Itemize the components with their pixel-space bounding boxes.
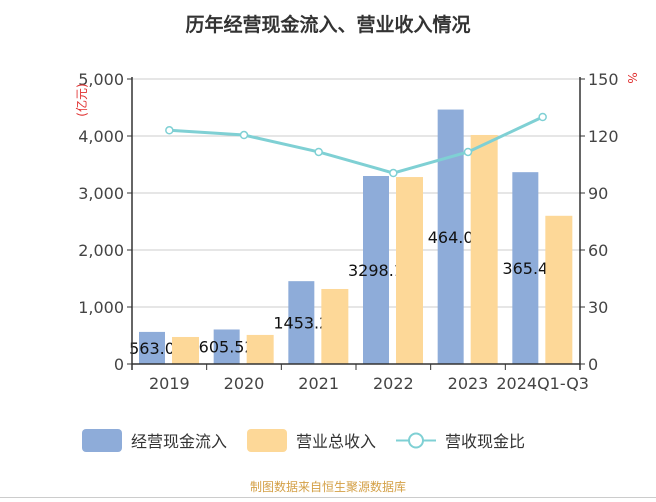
divider bbox=[0, 497, 656, 498]
x-tick-label: 2023 bbox=[448, 374, 489, 393]
line-circle-icon bbox=[396, 432, 437, 448]
y-left-unit: (亿元) bbox=[74, 83, 89, 116]
line-point bbox=[389, 168, 398, 178]
legend: 经营现金流入 营业总收入 营收现金比 bbox=[82, 428, 545, 452]
y-left-tick-label: 4,000 bbox=[78, 127, 124, 146]
x-tick-label: 2024Q1-Q3 bbox=[496, 374, 589, 393]
bar-revenue bbox=[470, 134, 498, 364]
x-tick-label: 2019 bbox=[149, 374, 190, 393]
y-left-tick-label: 1,000 bbox=[78, 298, 124, 317]
bar-revenue bbox=[321, 288, 349, 364]
y-right-unit: % bbox=[625, 72, 639, 83]
bar-revenue bbox=[246, 334, 274, 364]
y-right-tick-label: 150 bbox=[588, 70, 619, 89]
legend-swatch bbox=[82, 428, 122, 452]
y-right-tick-label: 60 bbox=[588, 241, 608, 260]
data-label: 464.0 bbox=[428, 228, 474, 247]
bar-cash-inflow bbox=[437, 109, 464, 364]
legend-swatch bbox=[247, 428, 288, 452]
chart-plot: 0 1,000 2,000 3,000 4,000 5,000 0 30 60 90 120 150 (… bbox=[74, 70, 639, 393]
y-left-tick-label: 2,000 bbox=[78, 241, 124, 260]
legend-label: 营收现金比 bbox=[445, 432, 526, 451]
source-footer: 制图数据来自恒生聚源数据库 bbox=[249, 480, 406, 494]
line-point bbox=[463, 147, 473, 157]
line-point bbox=[314, 147, 323, 157]
x-tick-label: 2021 bbox=[298, 374, 339, 393]
y-right-tick-label: 0 bbox=[588, 355, 598, 374]
bar-cash-inflow bbox=[288, 281, 315, 364]
chart-title: 历年经营现金流入、营业收入情况 bbox=[185, 14, 471, 36]
data-label: 605.52 bbox=[199, 338, 255, 357]
data-label: 3298.1 bbox=[348, 261, 404, 280]
bar-cash-inflow bbox=[213, 329, 240, 364]
bar-revenue bbox=[396, 177, 423, 364]
y-left-tick-label: 3,000 bbox=[78, 184, 124, 203]
y-left-tick-label: 0 bbox=[114, 355, 124, 374]
line-ratio bbox=[169, 115, 544, 175]
x-tick-label: 2020 bbox=[224, 374, 265, 393]
legend-item-revenue[interactable]: 营业总收入 bbox=[247, 428, 376, 452]
y-left-tick-label: 5,000 bbox=[78, 70, 124, 89]
legend-label: 经营现金流入 bbox=[131, 432, 228, 451]
bar-revenue bbox=[172, 336, 199, 364]
bar-revenue bbox=[545, 215, 573, 364]
line-point bbox=[538, 112, 547, 122]
legend-label: 营业总收入 bbox=[296, 432, 377, 451]
data-label: 365.4 bbox=[502, 259, 548, 278]
legend-item-ratio[interactable]: 营收现金比 bbox=[396, 428, 525, 452]
y-right-tick-label: 120 bbox=[588, 127, 619, 146]
line-point bbox=[165, 126, 174, 135]
y-right-tick-label: 90 bbox=[588, 184, 608, 203]
bar-cash-inflow bbox=[512, 172, 539, 364]
data-label: 563.0 bbox=[129, 339, 175, 358]
x-tick-label: 2022 bbox=[373, 374, 414, 393]
y-right-tick-label: 30 bbox=[588, 298, 608, 317]
bar-cash-inflow bbox=[363, 176, 389, 364]
line-point bbox=[239, 130, 249, 140]
data-label: 1453.2 bbox=[273, 314, 329, 333]
bar-cash-inflow bbox=[139, 331, 165, 364]
legend-item-cash-inflow[interactable]: 经营现金流入 bbox=[82, 428, 227, 452]
